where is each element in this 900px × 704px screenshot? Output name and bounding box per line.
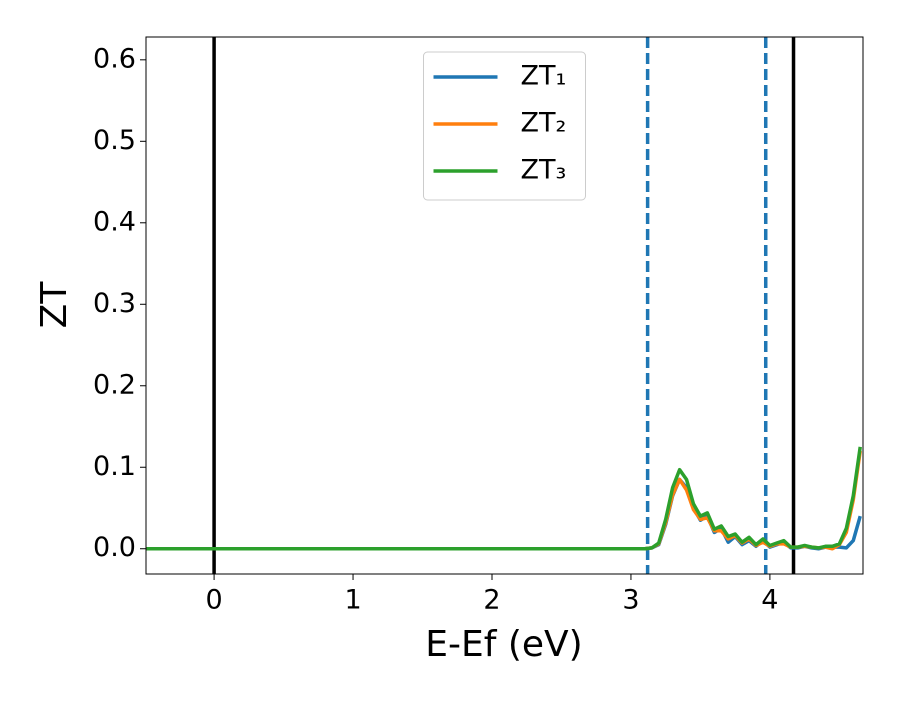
plot-area	[146, 37, 862, 574]
x-tick-label: 2	[483, 585, 500, 616]
y-axis-label: ZT	[34, 281, 75, 329]
plot-frame	[145, 36, 864, 575]
y-tick-label: 0.6	[93, 43, 136, 74]
y-tick-label: 0.4	[93, 206, 136, 237]
legend-box	[423, 51, 586, 201]
legend-label: ZT₃	[521, 155, 567, 186]
x-tick-label: 1	[344, 585, 361, 616]
x-tick-label: 4	[761, 585, 778, 616]
y-tick-label: 0.1	[93, 451, 136, 482]
x-tick-label: 3	[622, 585, 639, 616]
x-axis-label: E-Ef (eV)	[425, 624, 582, 665]
y-tick-label: 0.5	[93, 125, 136, 156]
y-tick-label: 0.2	[93, 369, 136, 400]
legend-label: ZT₁	[521, 61, 567, 92]
series-line	[146, 450, 862, 551]
y-tick-label: 0.3	[93, 288, 136, 319]
x-tick-label: 0	[205, 585, 222, 616]
legend-label: ZT₂	[521, 108, 567, 139]
y-tick-label: 0.0	[93, 532, 136, 563]
series-line	[146, 477, 862, 551]
series-line	[146, 446, 862, 551]
